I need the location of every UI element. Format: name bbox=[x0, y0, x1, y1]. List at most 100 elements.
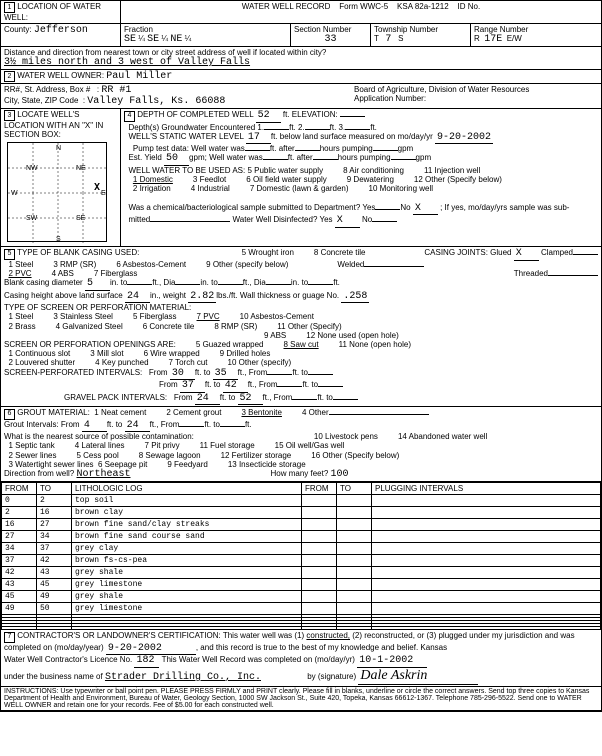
frac-se2: SE bbox=[147, 34, 159, 45]
svg-text:S: S bbox=[56, 236, 61, 243]
cert-date1: 9-20-2002 bbox=[106, 643, 196, 656]
near-lbl: What is the nearest source of possible c… bbox=[4, 432, 194, 441]
use-domestic: 1 Domestic bbox=[133, 175, 173, 184]
spi-t2: 42 bbox=[223, 380, 248, 393]
svg-text:SE: SE bbox=[76, 215, 86, 222]
casing-title: TYPE OF BLANK CASING USED: bbox=[17, 248, 139, 257]
table-row: 02top soil bbox=[2, 495, 601, 507]
gw-lbl: Depth(s) Groundwater Encountered bbox=[128, 123, 255, 132]
dist-val: 3½ miles north and 3 west of Valley Fall… bbox=[4, 57, 250, 68]
bcd-lbl: Blank casing diameter bbox=[4, 278, 83, 287]
cert-date2: 10-1-2002 bbox=[357, 655, 427, 668]
county-val: Jefferson bbox=[34, 25, 88, 36]
header-title: WATER WELL RECORD bbox=[242, 2, 331, 11]
log-h2: TO bbox=[37, 483, 72, 495]
table-row: 2734brown fine sand course sand bbox=[2, 531, 601, 543]
bcd-val: 5 bbox=[85, 278, 110, 291]
rr-lbl: RR#, St. Address, Box # bbox=[4, 85, 90, 94]
dist-lbl: Distance and direction from nearest town… bbox=[4, 48, 326, 57]
chem-lbl: Was a chemical/bacteriological sample su… bbox=[128, 203, 375, 212]
table-row: 3742brown fs-cs-pea bbox=[2, 555, 601, 567]
table-row: 3437grey clay bbox=[2, 543, 601, 555]
table-row: 216brown clay bbox=[2, 507, 601, 519]
county-lbl: County: bbox=[4, 25, 32, 34]
spi-lbl: SCREEN-PERFORATED INTERVALS: bbox=[4, 368, 142, 377]
static-val: 17 bbox=[246, 132, 271, 145]
used-lbl: WELL WATER TO BE USED AS: bbox=[128, 166, 245, 175]
sec3-lbl: LOCATE WELL'S LOCATION WITH AN "X" IN SE… bbox=[4, 110, 103, 139]
board-lbl: Board of Agriculture, Division of Water … bbox=[354, 85, 529, 94]
table-row: 4549grey shale bbox=[2, 591, 601, 603]
screen-title: TYPE OF SCREEN OR PERFORATION MATERIAL: bbox=[4, 303, 191, 312]
elev-lbl: ft. ELEVATION: bbox=[283, 110, 338, 119]
section-1-num: 1 bbox=[4, 2, 15, 13]
ksa: KSA 82a-1212 bbox=[397, 2, 449, 11]
log-h6: PLUGGING INTERVALS bbox=[372, 483, 601, 495]
dir-val: Northeast bbox=[76, 469, 130, 480]
section-2-num: 2 bbox=[4, 71, 15, 82]
cht-val: 24 bbox=[125, 291, 150, 304]
open-title: SCREEN OR PERFORATION OPENINGS ARE: bbox=[4, 340, 176, 349]
depth-lbl: DEPTH OF COMPLETED WELL bbox=[137, 110, 253, 119]
log-h3: LITHOLOGIC LOG bbox=[72, 483, 302, 495]
city-lbl: City, State, ZIP Code bbox=[4, 96, 78, 105]
grout-title: GROUT MATERIAL: bbox=[17, 408, 90, 417]
rng-val: 17E bbox=[484, 34, 502, 45]
city-val: Valley Falls, Ks. 66088 bbox=[87, 96, 225, 107]
static-lbl: WELL'S STATIC WATER LEVEL bbox=[128, 132, 243, 141]
instructions: INSTRUCTIONS: Use typewriter or ball poi… bbox=[1, 687, 601, 710]
svg-text:NE: NE bbox=[76, 165, 86, 172]
rng-lbl: Range Number bbox=[474, 25, 528, 34]
cht-lbl: Casing height above land surface bbox=[4, 291, 123, 300]
spi-t1: 35 bbox=[213, 368, 238, 381]
chem-no-x: X bbox=[413, 203, 438, 216]
svg-text:SW: SW bbox=[26, 215, 38, 222]
twp-val: 7 bbox=[385, 34, 391, 45]
form-id: Form WWC-5 bbox=[339, 2, 388, 11]
cert-constructed: constructed, bbox=[306, 631, 350, 640]
twp-lbl: Township Number bbox=[374, 25, 438, 34]
svg-text:E: E bbox=[101, 190, 106, 197]
cert-lic: 182 bbox=[134, 655, 159, 668]
gi-from: 4 bbox=[82, 420, 107, 433]
table-row: 1627brown fine sand/clay streaks bbox=[2, 519, 601, 531]
owner-val: Paul Miller bbox=[106, 71, 172, 82]
gpi-f: 24 bbox=[195, 393, 220, 406]
screen-pvc: 7 PVC bbox=[197, 312, 220, 321]
svg-text:NW: NW bbox=[26, 165, 38, 172]
gpi-lbl: GRAVEL PACK INTERVALS: bbox=[64, 393, 167, 402]
cert-1: CONTRACTOR'S OR LANDOWNER'S CERTIFICATIO… bbox=[17, 631, 304, 640]
gauge-val: .258 bbox=[341, 291, 369, 304]
log-h1: FROM bbox=[2, 483, 37, 495]
dir-lbl: Direction from well? bbox=[4, 469, 74, 478]
idno: ID No. bbox=[458, 2, 481, 11]
rr-val: RR #1 bbox=[101, 85, 131, 96]
gi-to: 24 bbox=[125, 420, 150, 433]
casing-pvc: 2 PVC bbox=[8, 269, 31, 278]
wt-val: 2.82 bbox=[188, 291, 216, 304]
svg-text:W: W bbox=[11, 190, 18, 197]
log-h4: FROM bbox=[302, 483, 337, 495]
gpi-t: 52 bbox=[238, 393, 263, 406]
appnum-lbl: Application Number: bbox=[354, 94, 426, 103]
svg-text:N: N bbox=[56, 145, 61, 152]
section-5-num: 5 bbox=[4, 249, 15, 260]
lithologic-log-table: FROM TO LITHOLOGIC LOG FROM TO PLUGGING … bbox=[1, 482, 601, 630]
feet-val: 100 bbox=[331, 469, 349, 480]
open-sawcut: 8 Saw cut bbox=[284, 340, 319, 349]
frac-se1: SE bbox=[124, 34, 136, 45]
section-box-diagram: NWNE SWSE NE WS X bbox=[7, 142, 107, 242]
frac-ne: NE bbox=[170, 34, 182, 45]
cert-biz: Strader Drilling Co., Inc. bbox=[105, 672, 305, 684]
section-val: 33 bbox=[294, 34, 367, 45]
owner-lbl: WATER WELL OWNER: bbox=[17, 71, 104, 80]
section-4-num: 4 bbox=[124, 111, 135, 122]
table-row: 4243grey shale bbox=[2, 567, 601, 579]
section-7-num: 7 bbox=[4, 632, 15, 643]
glued-x: X bbox=[514, 248, 539, 261]
static-date: 9-20-2002 bbox=[435, 132, 493, 145]
est-val: 50 bbox=[164, 153, 189, 166]
section-3-num: 3 bbox=[4, 110, 15, 121]
cert-sig: Dale Askrin bbox=[358, 668, 478, 685]
depth-val: 52 bbox=[256, 110, 281, 123]
